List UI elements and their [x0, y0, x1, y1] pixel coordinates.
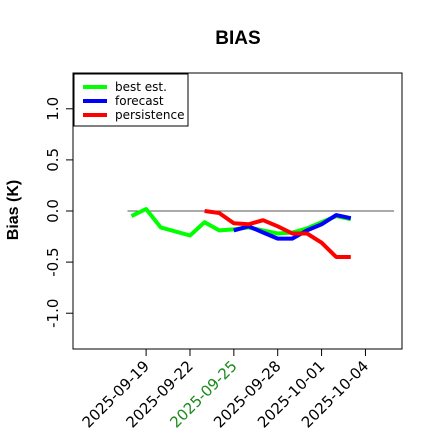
chart-title: BIAS [215, 28, 260, 49]
plot-area: -1.0-0.50.00.51.02025-09-192025-09-22202… [44, 72, 403, 431]
legend-label: persistence [115, 108, 184, 122]
y-tick-label: 0.5 [44, 148, 62, 172]
y-axis-label: Bias (K) [5, 180, 22, 240]
y-tick-label: -0.5 [44, 247, 62, 276]
y-tick-label: 1.0 [44, 97, 62, 121]
y-tick-label: 0.0 [44, 199, 62, 223]
series-line-persistence [204, 209, 351, 259]
legend-label: best est. [115, 80, 167, 94]
series-line-forecast [233, 213, 352, 241]
legend-label: forecast [115, 94, 164, 108]
y-tick-label: -1.0 [44, 299, 62, 328]
